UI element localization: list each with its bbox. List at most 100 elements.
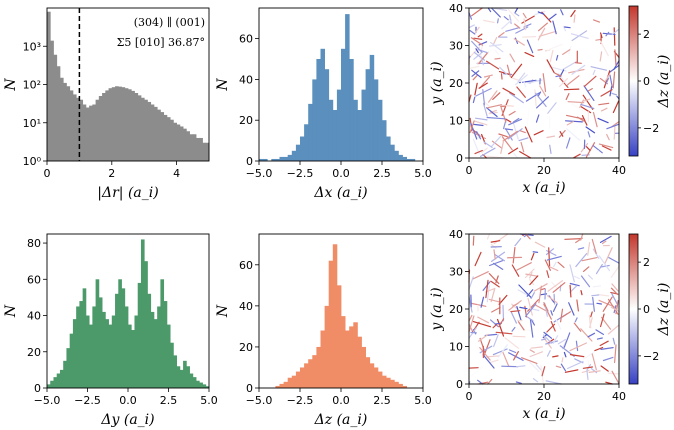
bar xyxy=(140,239,145,388)
bar xyxy=(166,324,171,388)
segment xyxy=(569,342,588,352)
segment xyxy=(497,344,508,358)
segment xyxy=(583,85,595,102)
segment xyxy=(558,78,569,88)
x-tick-label: 5.0 xyxy=(414,167,432,180)
segment xyxy=(530,346,544,349)
segment xyxy=(567,100,585,104)
segment xyxy=(486,355,500,358)
segment xyxy=(473,120,488,126)
bar xyxy=(275,385,280,388)
y-tick-label: 40 xyxy=(449,2,463,15)
bar xyxy=(118,279,122,388)
segment xyxy=(547,338,555,344)
segment xyxy=(509,92,524,104)
bar xyxy=(295,371,301,388)
segment xyxy=(470,37,484,46)
segment xyxy=(501,365,519,368)
segment xyxy=(510,63,523,79)
bar xyxy=(410,158,416,161)
segment xyxy=(591,294,600,297)
segment xyxy=(469,120,475,134)
segment xyxy=(534,241,546,248)
segment xyxy=(508,118,523,126)
segment xyxy=(601,145,612,151)
segment xyxy=(587,87,593,92)
bar xyxy=(332,110,338,161)
segment xyxy=(518,284,532,299)
segment xyxy=(483,74,493,78)
bar xyxy=(324,69,330,161)
segment xyxy=(559,308,564,323)
segment xyxy=(562,60,578,70)
bar xyxy=(300,367,305,388)
segment xyxy=(552,282,566,293)
segment xyxy=(504,337,520,349)
segment xyxy=(604,73,611,82)
bar xyxy=(291,150,297,161)
bar xyxy=(163,114,168,161)
segment xyxy=(544,259,552,271)
segment xyxy=(604,247,613,265)
segment xyxy=(587,131,591,138)
segment xyxy=(471,7,483,17)
segment xyxy=(543,302,549,312)
colorbar xyxy=(628,5,639,157)
bar xyxy=(137,95,142,161)
bar xyxy=(157,306,161,388)
segment xyxy=(585,142,596,158)
bar xyxy=(153,319,158,388)
bar xyxy=(189,373,194,388)
bar xyxy=(47,11,51,161)
segment xyxy=(524,303,537,318)
segment xyxy=(468,24,475,29)
segment xyxy=(487,7,492,13)
segment xyxy=(571,103,586,113)
segment xyxy=(552,20,557,35)
segment xyxy=(611,370,620,385)
segment xyxy=(580,328,593,342)
bar xyxy=(196,380,200,388)
segment xyxy=(600,264,610,268)
segment xyxy=(571,64,586,75)
y-tick-label: 80 xyxy=(27,237,41,250)
segment xyxy=(525,92,541,102)
segment xyxy=(517,72,526,83)
segment xyxy=(560,9,564,16)
y-tick-label: 40 xyxy=(449,228,463,241)
segment xyxy=(488,298,501,303)
bar xyxy=(89,105,93,161)
segment xyxy=(533,130,544,136)
segment xyxy=(600,365,609,372)
x-tick-label: 20 xyxy=(537,164,551,177)
segment xyxy=(532,378,539,383)
segment xyxy=(537,22,549,32)
x-axis-label: Δy (a_i) xyxy=(100,412,154,428)
bar xyxy=(398,383,403,388)
segment xyxy=(492,348,508,356)
x-tick-label: 0.0 xyxy=(332,394,350,407)
bar xyxy=(287,377,293,388)
y-tick-label: 0 xyxy=(456,152,463,165)
bar xyxy=(373,79,379,161)
segment xyxy=(481,147,488,153)
segment xyxy=(509,53,516,63)
segment xyxy=(611,292,618,305)
bar xyxy=(377,371,383,388)
y-tick-label: 20 xyxy=(27,346,41,359)
bar xyxy=(394,381,399,388)
y-tick-label: 30 xyxy=(449,40,463,53)
colorbar-tick-label: 0 xyxy=(643,303,650,316)
bar xyxy=(108,324,113,388)
segment xyxy=(471,366,483,377)
bar xyxy=(134,92,139,161)
segment xyxy=(472,74,479,81)
bar xyxy=(279,383,284,388)
segment xyxy=(511,264,520,277)
y-axis-label: N xyxy=(3,304,19,318)
segment xyxy=(487,378,493,385)
segment xyxy=(553,293,556,305)
x-axis-label: x (a_i) xyxy=(522,180,565,196)
segment xyxy=(498,133,508,138)
segment xyxy=(563,88,580,91)
